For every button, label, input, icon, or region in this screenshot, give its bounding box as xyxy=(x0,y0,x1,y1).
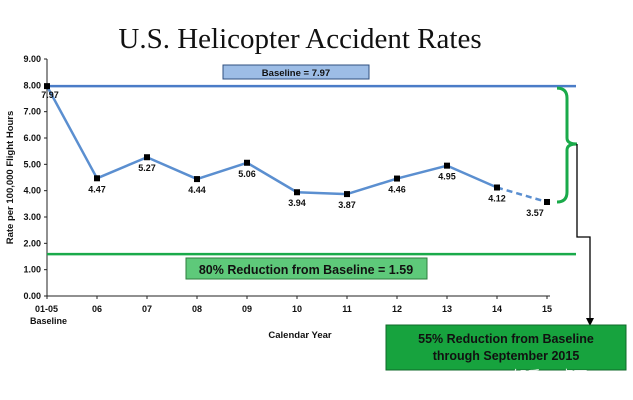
data-point xyxy=(144,154,150,161)
x-tick-label: 11 xyxy=(342,304,352,314)
x-tick-label: 13 xyxy=(442,304,452,314)
baseline-label: Baseline = 7.97 xyxy=(262,68,330,79)
x-tick-label: 01-05 xyxy=(35,304,58,314)
x-tick-label: 15 xyxy=(542,304,552,314)
data-point xyxy=(494,184,500,191)
y-tick-label: 9.00 xyxy=(23,54,41,64)
data-point xyxy=(444,162,450,169)
x-tick-label: 12 xyxy=(392,304,402,314)
x-tick-label: 06 xyxy=(92,304,102,314)
data-point xyxy=(44,83,50,90)
y-tick-label: 8.00 xyxy=(23,80,41,90)
y-tick-label: 1.00 xyxy=(23,265,41,275)
y-tick-label: 2.00 xyxy=(23,238,41,248)
data-label: 5.06 xyxy=(238,169,256,179)
y-tick-label: 3.00 xyxy=(23,212,41,222)
goal-label-box xyxy=(185,257,428,280)
data-label: 4.44 xyxy=(188,185,206,195)
watermark: 知乎 @卢西 xyxy=(513,368,587,385)
data-point xyxy=(244,159,250,166)
data-point xyxy=(394,175,400,182)
x-tick-sublabel: Baseline xyxy=(30,316,67,326)
y-tick-label: 4.00 xyxy=(23,186,41,196)
data-point xyxy=(94,175,100,182)
data-label: 3.94 xyxy=(288,198,306,208)
data-label: 4.46 xyxy=(388,185,406,195)
annotation-line-1: 55% Reduction from Baseline xyxy=(418,332,594,346)
x-tick-label: 14 xyxy=(492,304,502,314)
data-label: 4.12 xyxy=(488,194,506,204)
y-tick-label: 7.00 xyxy=(23,107,41,117)
x-axis-label: Calendar Year xyxy=(268,330,332,341)
goal-label: 80% Reduction from Baseline = 1.59 xyxy=(199,263,413,277)
annotation-arrowhead xyxy=(586,318,594,326)
reduction-bracket xyxy=(556,86,578,204)
y-tick-label: 0.00 xyxy=(23,291,41,301)
data-label: 7.97 xyxy=(41,90,59,100)
x-tick-label: 10 xyxy=(292,304,302,314)
data-point xyxy=(194,176,200,183)
y-tick-label: 6.00 xyxy=(23,133,41,143)
data-point xyxy=(344,191,350,198)
baseline-label-box xyxy=(222,64,370,80)
x-tick-label: 07 xyxy=(142,304,152,314)
series-line-projected xyxy=(496,186,548,204)
y-axis-label: Rate per 100,000 Flight Hours xyxy=(5,111,16,245)
data-label: 5.27 xyxy=(138,163,156,173)
data-label: 3.87 xyxy=(338,200,356,210)
data-point xyxy=(294,189,300,196)
x-tick-label: 08 xyxy=(192,304,202,314)
plot-area: 0.00 1.00 2.00 3.00 4.00 5.00 6.00 7.00 8.00 9.00… xyxy=(5,54,627,371)
series-line xyxy=(45,85,498,196)
annotation-connector xyxy=(576,144,591,318)
x-tick-label: 09 xyxy=(242,304,252,314)
annotation-line-2: through September 2015 xyxy=(433,349,580,363)
y-tick-label: 5.00 xyxy=(23,159,41,169)
data-label: 4.47 xyxy=(88,184,106,194)
data-label: 4.95 xyxy=(438,172,456,182)
data-point xyxy=(544,198,550,205)
data-label: 3.57 xyxy=(526,208,544,218)
annotation-box xyxy=(385,324,627,371)
chart-title: U.S. Helicopter Accident Rates xyxy=(118,23,481,55)
